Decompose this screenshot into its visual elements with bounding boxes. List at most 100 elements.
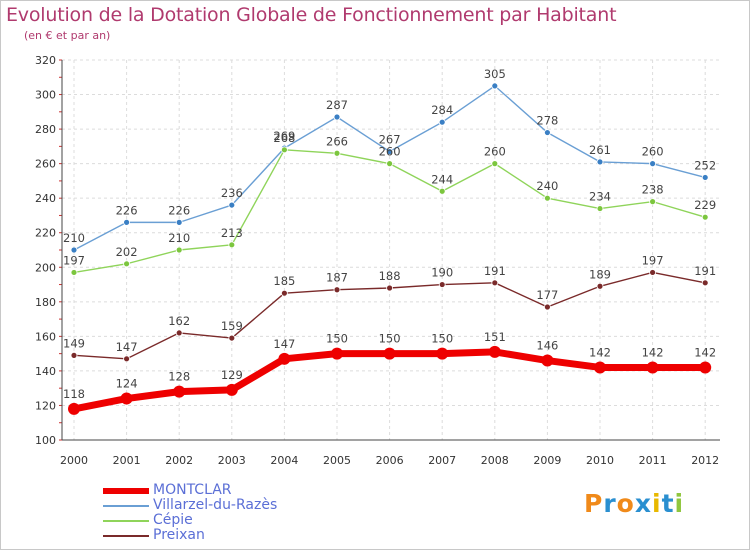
data-point-preixan — [544, 303, 551, 311]
data-label-preixan: 189 — [589, 267, 611, 281]
data-label-montclar: 142 — [694, 345, 716, 359]
data-point-montclar — [699, 361, 712, 374]
data-point-c-pie — [596, 205, 604, 212]
data-point-preixan — [386, 284, 394, 292]
x-tick-label: 2000 — [60, 454, 88, 467]
x-tick-label: 2005 — [323, 454, 351, 467]
data-point-montclar — [436, 347, 449, 360]
proxiti-logo: Proxiti — [584, 489, 684, 518]
legend-label-cepie: Cépie — [153, 512, 193, 528]
data-label-c-pie: 202 — [116, 245, 138, 259]
data-label-montclar: 118 — [63, 387, 85, 401]
data-label-preixan: 177 — [536, 288, 558, 302]
logo-letter: i — [652, 489, 662, 518]
data-point-montclar — [383, 347, 396, 360]
chart-subtitle: (en € et par an) — [24, 29, 111, 42]
x-tick-label: 2010 — [586, 454, 614, 467]
data-label-preixan: 149 — [63, 336, 85, 350]
data-point-montclar — [173, 385, 186, 398]
y-tick-label: 280 — [35, 123, 56, 136]
data-point-c-pie — [438, 187, 446, 195]
data-point-preixan — [280, 289, 288, 297]
data-label-c-pie: 234 — [589, 190, 611, 204]
data-label-preixan: 188 — [379, 269, 401, 283]
y-tick-label: 180 — [35, 296, 56, 309]
data-point-villarzel-du-raz-s — [701, 174, 709, 181]
y-tick-label: 140 — [35, 365, 56, 378]
data-label-c-pie: 244 — [431, 172, 453, 186]
data-label-montclar: 150 — [431, 332, 453, 346]
data-point-montclar — [488, 345, 501, 358]
data-label-villarzel-du-raz-s: 305 — [484, 67, 506, 81]
data-label-villarzel-du-raz-s: 284 — [431, 103, 453, 117]
data-point-montclar — [278, 352, 291, 365]
data-point-preixan — [649, 269, 656, 276]
x-tick-label: 2009 — [533, 454, 561, 467]
data-point-villarzel-du-raz-s — [228, 201, 236, 209]
data-point-preixan — [70, 351, 78, 359]
data-label-villarzel-du-raz-s: 267 — [379, 133, 401, 147]
data-point-montclar — [120, 392, 133, 405]
data-label-montclar: 147 — [273, 337, 295, 351]
data-label-c-pie: 268 — [273, 131, 295, 145]
data-label-c-pie: 229 — [694, 198, 716, 212]
data-label-preixan: 185 — [273, 274, 295, 288]
data-point-preixan — [438, 281, 446, 288]
data-label-montclar: 124 — [116, 377, 138, 391]
data-point-preixan — [701, 279, 709, 287]
data-point-villarzel-du-raz-s — [123, 218, 130, 226]
legend-label-villarzel: Villarzel-du-Razès — [153, 497, 278, 513]
data-label-c-pie: 240 — [536, 179, 558, 193]
data-point-c-pie — [280, 146, 288, 154]
logo-letter: o — [616, 489, 635, 518]
logo-letter: i — [674, 489, 685, 518]
data-point-villarzel-du-raz-s — [386, 148, 394, 155]
data-label-montclar: 142 — [642, 345, 664, 359]
data-label-preixan: 197 — [642, 253, 664, 267]
data-point-villarzel-du-raz-s — [438, 118, 446, 126]
data-label-c-pie: 266 — [326, 134, 348, 148]
x-tick-label: 2007 — [428, 454, 456, 467]
data-label-preixan: 190 — [431, 266, 453, 280]
data-point-c-pie — [649, 198, 656, 206]
data-label-montclar: 146 — [536, 339, 558, 353]
x-tick-label: 2011 — [639, 454, 667, 467]
data-label-preixan: 191 — [484, 264, 506, 278]
y-tick-label: 260 — [35, 158, 56, 171]
data-point-montclar — [68, 402, 80, 415]
data-label-villarzel-du-raz-s: 260 — [642, 145, 664, 159]
data-label-villarzel-du-raz-s: 236 — [221, 186, 243, 200]
data-label-preixan: 187 — [326, 271, 348, 285]
data-label-c-pie: 197 — [63, 253, 85, 267]
data-label-villarzel-du-raz-s: 269 — [273, 129, 295, 143]
data-point-preixan — [175, 329, 183, 337]
data-label-montclar: 142 — [589, 345, 611, 359]
data-label-c-pie: 213 — [221, 226, 243, 240]
data-point-preixan — [123, 355, 130, 363]
data-point-montclar — [225, 383, 238, 396]
y-tick-label: 320 — [35, 54, 56, 67]
data-label-villarzel-du-raz-s: 287 — [326, 98, 348, 112]
data-point-montclar — [594, 361, 606, 374]
data-label-preixan: 191 — [694, 264, 716, 278]
data-point-montclar — [541, 354, 554, 367]
logo-letter: r — [603, 489, 617, 518]
data-point-preixan — [228, 334, 236, 342]
data-label-montclar: 151 — [484, 330, 506, 344]
data-point-c-pie — [175, 246, 183, 254]
data-point-villarzel-du-raz-s — [491, 82, 499, 90]
legend-swatch-preixan — [103, 535, 149, 537]
data-label-c-pie: 260 — [484, 145, 506, 159]
y-tick-label: 100 — [35, 434, 56, 447]
x-tick-label: 2003 — [218, 454, 246, 467]
data-label-montclar: 128 — [168, 370, 190, 384]
data-label-villarzel-du-raz-s: 210 — [63, 231, 85, 245]
data-point-c-pie — [333, 149, 341, 157]
data-point-c-pie — [386, 160, 394, 168]
data-point-villarzel-du-raz-s — [596, 158, 604, 166]
data-label-c-pie: 260 — [379, 145, 401, 159]
logo-letter: P — [584, 489, 604, 518]
x-tick-label: 2001 — [113, 454, 141, 467]
x-tick-label: 2002 — [165, 454, 193, 467]
